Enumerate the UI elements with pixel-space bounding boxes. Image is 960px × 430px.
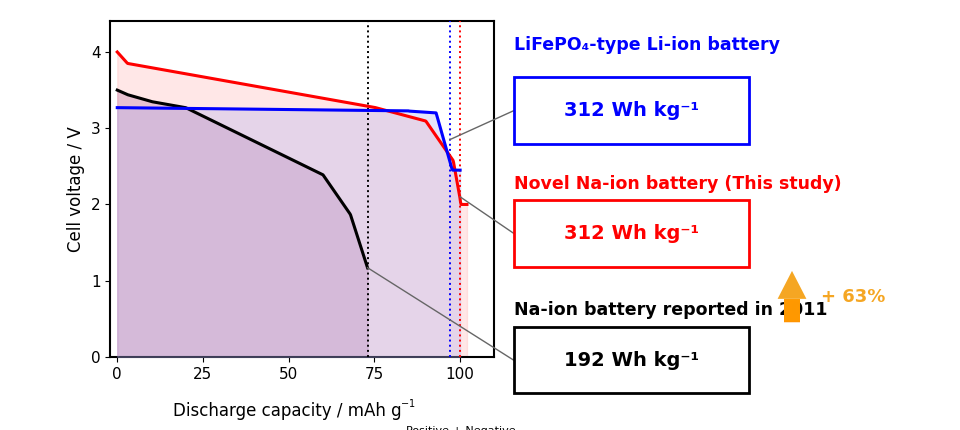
Text: Discharge capacity / mAh g: Discharge capacity / mAh g	[173, 402, 401, 420]
Text: $^{-1}$: $^{-1}$	[400, 399, 416, 413]
Text: LiFePO₄-type Li-ion battery: LiFePO₄-type Li-ion battery	[514, 36, 780, 54]
Text: 192 Wh kg⁻¹: 192 Wh kg⁻¹	[564, 350, 699, 370]
Text: Positive + Negative: Positive + Negative	[406, 426, 516, 430]
Text: Novel Na-ion battery (This study): Novel Na-ion battery (This study)	[514, 175, 841, 193]
Text: Na-ion battery reported in 2011: Na-ion battery reported in 2011	[514, 301, 828, 319]
Text: 312 Wh kg⁻¹: 312 Wh kg⁻¹	[564, 224, 699, 243]
Text: 312 Wh kg⁻¹: 312 Wh kg⁻¹	[564, 101, 699, 120]
Text: + 63%: + 63%	[821, 288, 885, 306]
Y-axis label: Cell voltage / V: Cell voltage / V	[67, 126, 85, 252]
